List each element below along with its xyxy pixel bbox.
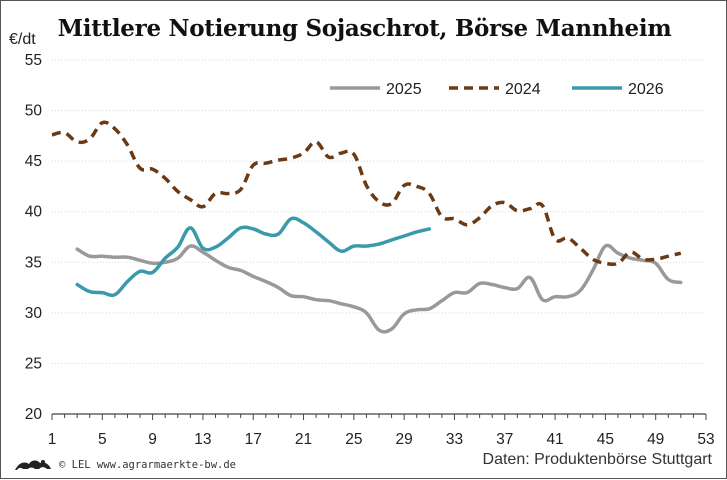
x-tick-label: 49 xyxy=(647,431,664,448)
series-lines xyxy=(51,120,683,334)
y-tick-label: 20 xyxy=(25,406,43,423)
legend-label-2025: 2025 xyxy=(386,81,422,98)
x-tick-label: 29 xyxy=(396,431,413,448)
legend-label-2024: 2024 xyxy=(505,81,541,98)
x-tick-label: 1 xyxy=(48,431,57,448)
y-tick-label: 25 xyxy=(25,355,42,372)
y-tick-label: 55 xyxy=(25,52,42,69)
y-tick-label: 35 xyxy=(25,254,42,271)
legend-label-2026: 2026 xyxy=(628,81,664,98)
footer-data-source: Daten: Produktenbörse Stuttgart xyxy=(482,451,712,468)
x-tick-label: 53 xyxy=(697,431,714,448)
bw-lion-logo-icon xyxy=(13,456,53,474)
x-tick-label: 37 xyxy=(496,431,513,448)
x-tick-label: 41 xyxy=(546,431,563,448)
y-tick-label: 30 xyxy=(25,305,43,322)
x-tick-label: 33 xyxy=(446,431,463,448)
x-tick-label: 45 xyxy=(597,431,614,448)
y-tick-label: 40 xyxy=(25,204,43,221)
y-axis-unit-label: €/dt xyxy=(9,31,36,48)
x-tick-label: 5 xyxy=(98,431,107,448)
y-tick-label: 50 xyxy=(25,103,43,120)
x-tick-label: 13 xyxy=(194,431,211,448)
series-line-2025 xyxy=(75,243,683,334)
legend: 2025 2024 2026 xyxy=(330,81,664,98)
chart-title: Mittlere Notierung Sojaschrot, Börse Man… xyxy=(57,15,672,42)
series-line-2026 xyxy=(75,216,432,298)
x-tick-label: 25 xyxy=(345,431,362,448)
gridlines xyxy=(52,59,706,364)
series-line-2024 xyxy=(51,120,682,267)
footer-source-credit: © LEL www.agrarmaerkte-bw.de xyxy=(59,459,237,471)
x-tick-label: 21 xyxy=(295,431,312,448)
x-tick-label: 9 xyxy=(148,431,157,448)
footer-credit: © LEL www.agrarmaerkte-bw.de xyxy=(13,456,236,474)
y-tick-label: 45 xyxy=(25,153,42,170)
x-tick-label: 17 xyxy=(245,431,262,448)
